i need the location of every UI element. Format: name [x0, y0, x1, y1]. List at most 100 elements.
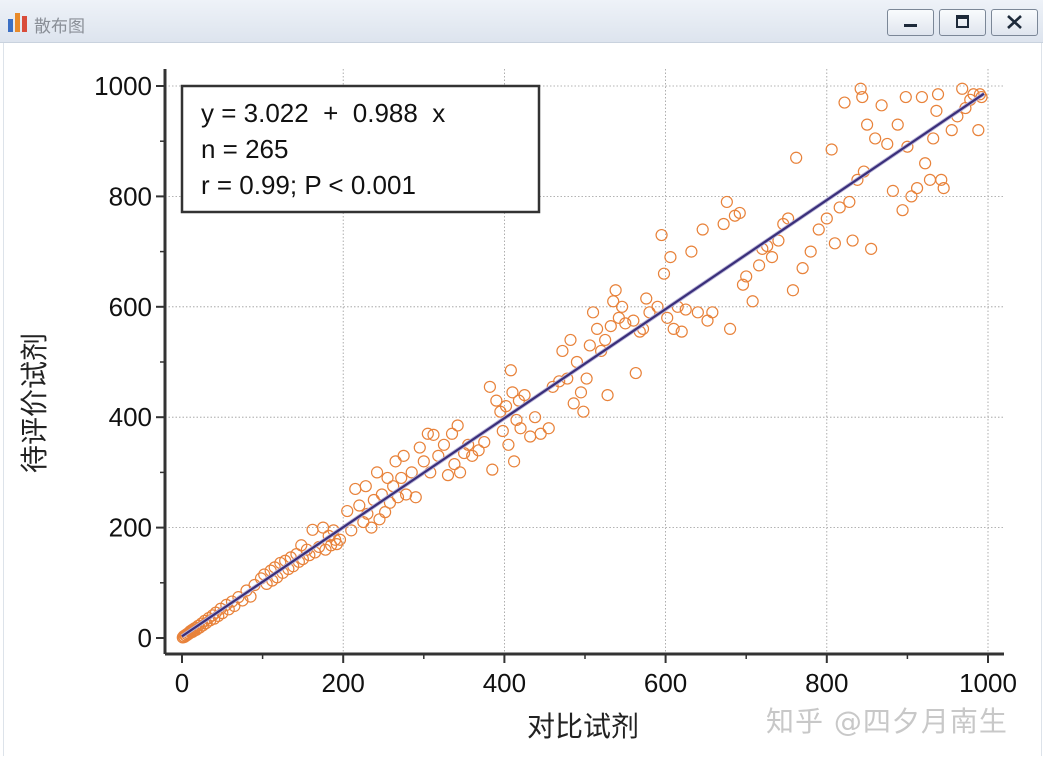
- data-point: [609, 284, 622, 297]
- data-point: [524, 430, 537, 443]
- data-point: [691, 306, 704, 319]
- data-point: [507, 455, 521, 468]
- y-tick-label: 800: [109, 181, 152, 211]
- correlation-stats: r = 0.99; P < 0.001: [201, 170, 416, 200]
- data-point: [629, 366, 642, 380]
- minimize-button[interactable]: [887, 9, 934, 36]
- x-tick-label: 600: [644, 668, 687, 698]
- data-point: [615, 300, 629, 313]
- data-point: [627, 314, 640, 327]
- data-point: [956, 82, 969, 95]
- stats-annotation: y = 3.022 + 0.988 x n = 265 r = 0.99; P < …: [180, 84, 541, 214]
- scatter-chart: 0 200 400 600 800 1000 0 200 400 600 800 1000 y = 3…: [18, 69, 1017, 743]
- data-point: [733, 206, 746, 220]
- data-point: [752, 259, 766, 272]
- axes: 0 200 400 600 800 1000 0 200 400 600 800 1000: [94, 69, 1017, 698]
- x-tick-label: 400: [483, 668, 526, 698]
- data-point: [786, 284, 800, 297]
- data-point: [812, 223, 825, 236]
- x-axis-label: 对比试剂: [527, 710, 639, 743]
- data-point: [486, 463, 499, 476]
- data-point: [910, 182, 924, 195]
- data-point: [483, 380, 496, 393]
- data-point: [514, 422, 527, 435]
- y-tick-label: 0: [138, 623, 152, 653]
- data-point: [899, 90, 912, 104]
- data-point: [851, 173, 864, 186]
- data-point: [518, 389, 531, 402]
- data-point: [937, 182, 950, 195]
- data-point: [574, 386, 588, 399]
- data-point: [567, 397, 580, 410]
- data-point: [397, 449, 410, 462]
- chart-area: 0 200 400 600 800 1000 0 200 400 600 800 1000 y = 3…: [3, 43, 1042, 756]
- minimize-icon: [904, 24, 917, 27]
- window-title: 散布图: [34, 17, 85, 37]
- data-point: [453, 466, 467, 479]
- data-point: [790, 151, 803, 164]
- data-point: [927, 132, 940, 145]
- x-tick-label: 1000: [959, 668, 1017, 698]
- data-point: [804, 245, 817, 258]
- data-point: [796, 262, 809, 275]
- data-point: [306, 523, 319, 536]
- data-point: [886, 184, 899, 197]
- data-point: [923, 173, 937, 186]
- regression-line: [181, 92, 985, 638]
- data-point: [188, 621, 201, 635]
- data-point: [736, 278, 750, 291]
- data-point: [655, 228, 668, 242]
- data-point: [379, 506, 392, 519]
- data-point: [496, 424, 509, 438]
- data-point: [869, 132, 882, 145]
- data-point: [502, 438, 515, 451]
- data-point: [232, 591, 245, 604]
- watermark: 知乎 @四夕月南生: [766, 705, 1008, 738]
- data-point: [706, 306, 719, 319]
- data-point: [919, 157, 932, 170]
- data-point: [564, 333, 577, 347]
- data-point: [905, 190, 918, 203]
- data-point: [860, 118, 874, 131]
- data-point: [612, 311, 625, 324]
- data-point: [556, 344, 569, 358]
- data-point: [973, 88, 987, 101]
- data-point: [504, 364, 517, 377]
- y-tick-label: 400: [109, 402, 152, 432]
- data-point: [619, 317, 632, 330]
- data-point: [583, 339, 596, 352]
- data-point: [341, 504, 354, 518]
- data-point: [528, 411, 542, 424]
- data-point: [417, 455, 430, 468]
- data-point: [846, 234, 859, 247]
- data-point: [679, 303, 692, 316]
- data-point: [838, 96, 851, 109]
- maximize-button[interactable]: [939, 9, 986, 36]
- data-point: [875, 99, 888, 112]
- data-point: [409, 491, 422, 504]
- grid: [165, 69, 1004, 654]
- data-point: [604, 320, 617, 333]
- data-point: [553, 375, 566, 388]
- data-point: [825, 143, 838, 156]
- data-point: [333, 533, 347, 546]
- data-point: [472, 444, 485, 457]
- data-point: [931, 88, 945, 101]
- data-point: [696, 223, 709, 236]
- data-point: [590, 322, 604, 335]
- data-point: [534, 427, 547, 440]
- data-point: [717, 217, 730, 231]
- close-icon: [1007, 15, 1022, 29]
- close-button[interactable]: [991, 9, 1038, 36]
- data-point: [765, 251, 779, 264]
- regression-equation: y = 3.022 + 0.988 x: [201, 98, 445, 128]
- data-point: [746, 295, 759, 308]
- title-bar[interactable]: 散布图: [0, 0, 1043, 43]
- x-tick-label: 0: [175, 668, 189, 698]
- data-point: [405, 466, 418, 479]
- data-point: [490, 394, 503, 407]
- data-point: [586, 306, 600, 319]
- y-tick-label: 600: [109, 292, 152, 322]
- x-tick-label: 800: [805, 668, 848, 698]
